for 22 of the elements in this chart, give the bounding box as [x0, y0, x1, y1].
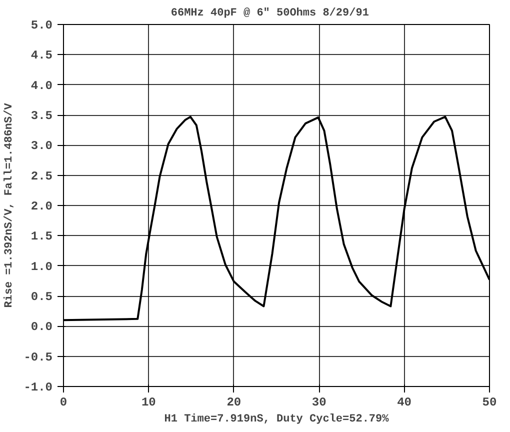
x-tick-label: 20	[226, 396, 242, 410]
x-tick-label: 10	[142, 396, 156, 410]
x-tick-label: 0	[60, 396, 68, 410]
x-tick-label: 40	[397, 396, 412, 410]
x-tick-label: 30	[312, 396, 326, 410]
y-tick-label: -0.5	[24, 350, 53, 364]
y-tick-label: 0.5	[30, 290, 53, 304]
y-tick-label: 2.5	[30, 169, 53, 184]
y-tick-label: 1.5	[30, 230, 53, 244]
y-tick-label: 3.0	[30, 139, 53, 154]
chart-title: 66MHz 40pF @ 6" 50Ohms 8/29/91	[170, 8, 370, 20]
y-tick-label: 4.5	[30, 48, 53, 63]
y-tick-label: -1.0	[24, 380, 53, 394]
y-tick-label: 1.0	[30, 260, 53, 274]
x-tick-label: 50	[482, 396, 497, 410]
y-tick-label: 5.0	[30, 18, 53, 32]
x-axis-title: H1 Time=7.919nS, Duty Cycle=52.79%	[164, 414, 390, 426]
y-tick-label: 4.0	[30, 78, 53, 93]
y-tick-label: 0.0	[30, 320, 53, 334]
y-tick-label: 3.5	[30, 109, 53, 123]
y-axis-title: Rise =1.392nS/V, Fall=1.486nS/V	[4, 102, 16, 308]
y-tick-label: 2.0	[30, 200, 53, 214]
